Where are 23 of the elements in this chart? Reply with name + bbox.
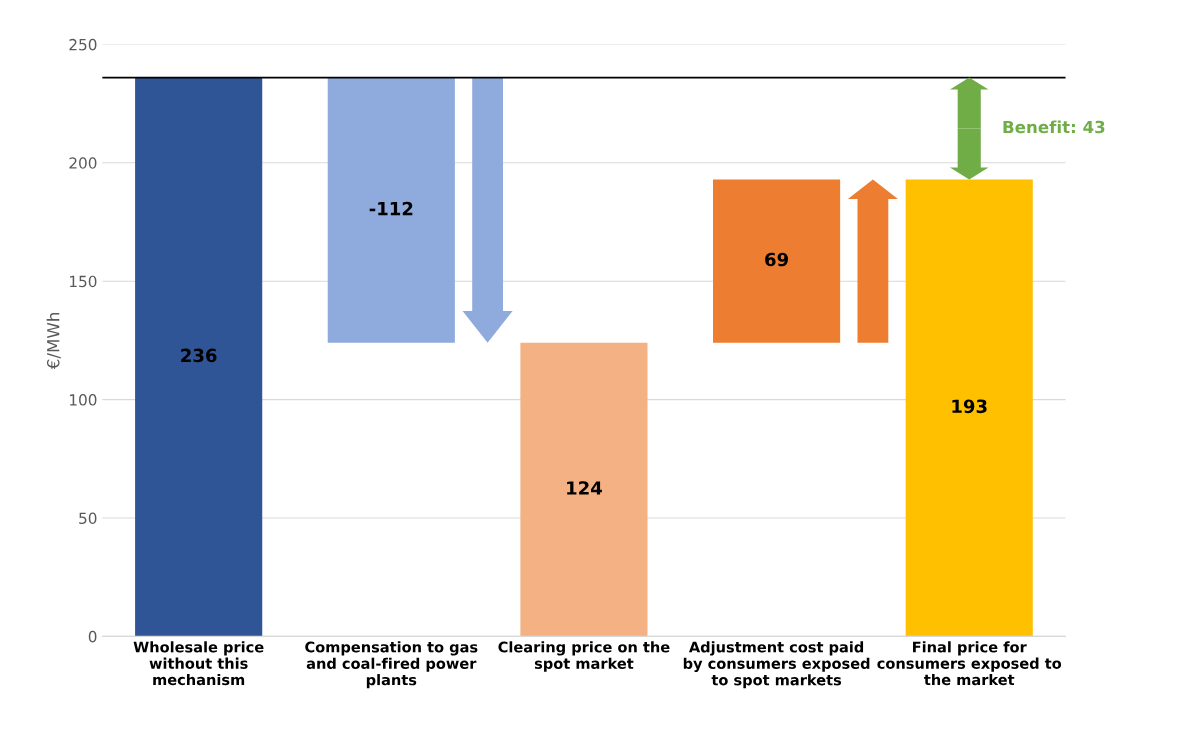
y-axis-title: €/MWh [46, 312, 61, 370]
y-tick-label: 50 [79, 512, 97, 525]
bar [135, 77, 263, 637]
y-tick-label: 250 [69, 38, 97, 51]
x-tick-label: Wholesale price without this mechanism [133, 641, 264, 686]
data-label: 69 [765, 252, 788, 267]
bar [520, 342, 648, 637]
y-tick-label: 0 [88, 630, 97, 643]
x-tick-label: Final price for consumers exposed to the market [877, 641, 1062, 686]
bar [327, 77, 455, 343]
x-tick-label: Compensation to gas and coal-fired power plants [305, 641, 478, 689]
bar [713, 179, 841, 343]
bar [905, 179, 1033, 637]
y-tick-label: 150 [70, 275, 97, 288]
x-tick-label: Adjustment cost paid by consumers exposed to spot markets [683, 641, 870, 689]
data-label: 236 [181, 348, 217, 363]
y-tick-label: 200 [69, 157, 97, 169]
data-label: 193 [952, 399, 987, 414]
annotation: Benefit: 43 [1003, 120, 1105, 134]
x-tick-label: Clearing price on the spot market [498, 641, 670, 672]
data-label: -112 [369, 201, 413, 216]
data-label: 124 [567, 481, 602, 495]
y-tick-label: 100 [70, 394, 97, 406]
